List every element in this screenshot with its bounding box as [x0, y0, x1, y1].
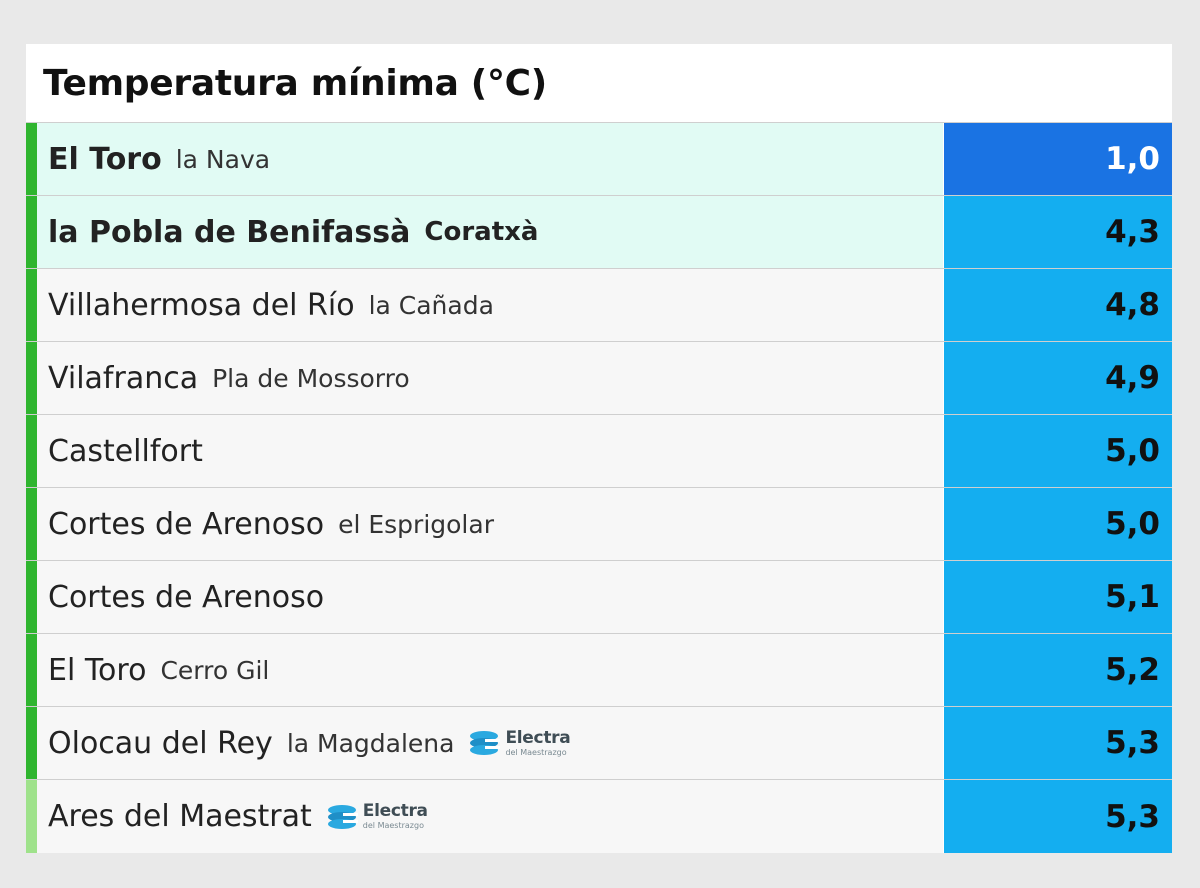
- sponsor-text: Electra del Maestrazgo: [505, 727, 571, 757]
- ranking-row[interactable]: Ares del Maestrat Electra del Maestrazgo: [26, 780, 1172, 853]
- row-accent-bar: [26, 707, 37, 779]
- electra-logo-icon: [327, 804, 358, 829]
- ranking-row[interactable]: El Toro la Nava 1,0: [26, 123, 1172, 196]
- ranking-row[interactable]: Cortes de Arenoso 5,1: [26, 561, 1172, 634]
- temperature-value: 5,3: [943, 780, 1172, 853]
- sponsor-text: Electra del Maestrazgo: [363, 803, 428, 830]
- station-place: Villahermosa del Río: [48, 287, 355, 323]
- temperature-value: 4,9: [943, 342, 1172, 414]
- sponsor-tagline: del Maestrazgo: [362, 821, 424, 830]
- ranking-row[interactable]: Vilafranca Pla de Mossorro 4,9: [26, 342, 1172, 415]
- temperature-value: 4,8: [943, 269, 1172, 341]
- station-subplace: Cerro Gil: [160, 655, 270, 685]
- ranking-list: El Toro la Nava 1,0 la Pobla de Benifass…: [26, 123, 1172, 853]
- row-accent-bar: [26, 123, 37, 195]
- ranking-row[interactable]: Villahermosa del Río la Cañada 4,8: [26, 269, 1172, 342]
- electra-logo-icon: [470, 731, 501, 755]
- ranking-row[interactable]: Castellfort 5,0: [26, 415, 1172, 488]
- card-title: Temperatura mínima (°C): [43, 62, 547, 104]
- row-accent-bar: [26, 488, 37, 560]
- station-subplace: la Magdalena: [286, 728, 455, 758]
- temperature-value: 5,0: [943, 415, 1172, 487]
- station-subplace: Pla de Mossorro: [212, 363, 410, 393]
- row-accent-bar: [26, 415, 37, 487]
- ranking-row[interactable]: Cortes de Arenoso el Esprigolar 5,0: [26, 488, 1172, 561]
- station-place: Ares del Maestrat: [48, 799, 312, 834]
- station-name-cell: Cortes de Arenoso el Esprigolar: [37, 488, 943, 560]
- ranking-row[interactable]: El Toro Cerro Gil 5,2: [26, 634, 1172, 707]
- row-accent-bar: [26, 342, 37, 414]
- row-accent-bar: [26, 561, 37, 633]
- sponsor-tagline: del Maestrazgo: [505, 747, 567, 757]
- card-header: Temperatura mínima (°C): [26, 44, 1172, 123]
- station-place: la Pobla de Benifassà: [48, 214, 411, 250]
- station-place: Castellfort: [48, 433, 203, 469]
- temperature-value: 5,0: [943, 488, 1172, 560]
- temperature-value: 5,1: [943, 561, 1172, 633]
- station-name-cell: Vilafranca Pla de Mossorro: [37, 342, 943, 414]
- temperature-value: 5,2: [943, 634, 1172, 706]
- station-subplace: Coratxà: [424, 217, 539, 247]
- sponsor-name: Electra: [505, 727, 571, 748]
- station-name-cell: Olocau del Rey la Magdalena Electra del …: [37, 707, 943, 779]
- row-accent-bar: [26, 780, 37, 853]
- station-name-cell: la Pobla de Benifassà Coratxà: [37, 196, 943, 268]
- station-name-cell: Castellfort: [37, 415, 943, 487]
- temperature-value: 4,3: [943, 196, 1172, 268]
- station-place: El Toro: [48, 652, 147, 688]
- station-place: El Toro: [48, 141, 162, 177]
- station-subplace: el Esprigolar: [338, 509, 494, 539]
- sponsor-logo[interactable]: Electra del Maestrazgo: [326, 803, 428, 831]
- station-name-cell: Cortes de Arenoso: [37, 561, 943, 633]
- temperature-value: 1,0: [943, 123, 1172, 195]
- station-subplace: la Cañada: [368, 290, 494, 320]
- sponsor-name: Electra: [362, 801, 428, 821]
- station-place: Cortes de Arenoso: [48, 579, 325, 615]
- station-name-cell: Ares del Maestrat Electra del Maestrazgo: [37, 780, 943, 853]
- row-accent-bar: [26, 634, 37, 706]
- min-temperature-card: Temperatura mínima (°C) El Toro la Nava …: [26, 44, 1172, 853]
- row-accent-bar: [26, 269, 37, 341]
- ranking-row[interactable]: Olocau del Rey la Magdalena Electra del …: [26, 707, 1172, 780]
- station-place: Vilafranca: [48, 360, 199, 396]
- temperature-value: 5,3: [943, 707, 1172, 779]
- ranking-row[interactable]: la Pobla de Benifassà Coratxà 4,3: [26, 196, 1172, 269]
- sponsor-logo[interactable]: Electra del Maestrazgo: [468, 727, 571, 757]
- station-place: Olocau del Rey: [48, 725, 273, 761]
- station-name-cell: El Toro Cerro Gil: [37, 634, 943, 706]
- station-name-cell: Villahermosa del Río la Cañada: [37, 269, 943, 341]
- station-name-cell: El Toro la Nava: [37, 123, 943, 195]
- station-place: Cortes de Arenoso: [48, 506, 325, 542]
- station-subplace: la Nava: [175, 144, 271, 174]
- row-accent-bar: [26, 196, 37, 268]
